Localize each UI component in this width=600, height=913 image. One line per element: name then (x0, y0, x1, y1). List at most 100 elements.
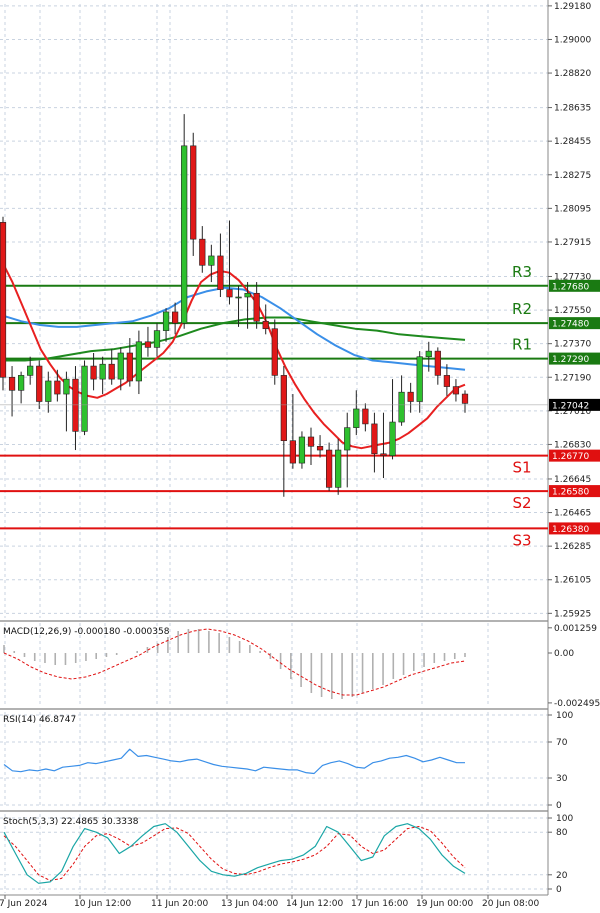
time-tick-label: 17 Jun 16:00 (351, 899, 408, 909)
level-price-tag (549, 485, 600, 498)
candle-up (353, 408, 360, 428)
level-price-label: 1.27480 (552, 320, 589, 330)
level-price-label: 1.27680 (552, 282, 589, 292)
candle-down (307, 436, 315, 447)
ma-green-line (3, 316, 466, 362)
level-price-label: 1.26770 (552, 452, 589, 462)
level-name-r3: R3 (512, 263, 532, 281)
macd-signal-line (3, 628, 466, 696)
candle-up (208, 255, 215, 266)
level-price-tag (549, 449, 600, 462)
price-axis: 1.29180 1.29000 1.28820 1.28635 1.28455 1.282… (548, 2, 591, 619)
candle-down (126, 352, 133, 382)
time-tick-label: 20 Jun 08:00 (482, 899, 539, 909)
candle-down (316, 446, 324, 451)
candle-down (144, 341, 152, 348)
price-tick-label: 1.27190 (554, 373, 591, 383)
candle-down (54, 380, 61, 395)
level-name-s2: S2 (512, 494, 531, 512)
candle-down (190, 145, 197, 240)
candle-down (36, 365, 43, 402)
candle-up (99, 363, 106, 380)
candle-down (434, 350, 441, 376)
price-tick-label: 1.27730 (554, 272, 591, 282)
rsi-tick-label: 30 (556, 774, 568, 784)
level-price-label: 1.26380 (552, 525, 589, 535)
macd-label: MACD(12,26,9) -0.000180 -0.000358 (3, 627, 170, 637)
candle-down (72, 378, 79, 432)
candle-up (425, 350, 432, 358)
stoch-tick-label: 80 (556, 828, 568, 838)
rsi-label: RSI(14) 46.8747 (3, 715, 76, 725)
candle-up (27, 365, 34, 376)
level-price-tag (549, 317, 600, 330)
candle-up (81, 365, 88, 432)
time-tick-label: 13 Jun 04:00 (221, 899, 278, 909)
price-tick-label: 1.27915 (554, 238, 591, 248)
time-tick-label: 11 Jun 20:00 (151, 899, 208, 909)
stoch-k-line (3, 823, 466, 884)
stoch-d-line (3, 826, 466, 881)
price-tick-label: 1.27010 (554, 407, 591, 417)
rsi-tick-label: 100 (556, 711, 573, 721)
stoch-tick-label: 20 (556, 871, 568, 881)
candle-up (389, 421, 396, 456)
candle-down (443, 375, 450, 387)
price-tick-label: 1.29180 (554, 2, 591, 12)
candle-down (362, 408, 369, 425)
level-name-r2: R2 (512, 300, 532, 318)
candle-up (235, 296, 242, 299)
candle-up (153, 330, 161, 348)
level-price-label: 1.27290 (552, 355, 589, 365)
macd-tick-label: 0.00 (554, 649, 574, 659)
macd-tick-label: -0.002495 (554, 699, 600, 709)
candle-down (199, 238, 206, 266)
macd-tick-label: 0.001259 (554, 624, 597, 634)
candle-down (289, 440, 296, 464)
candles (0, 114, 469, 497)
time-tick-label: 14 Jun 12:00 (286, 899, 343, 909)
candle-up (181, 145, 188, 324)
price-tick-label: 1.26105 (554, 576, 591, 586)
price-tick-label: 1.28275 (554, 171, 591, 181)
current-price-label: 1.27042 (552, 401, 589, 411)
stoch-tick-label: 100 (556, 814, 573, 824)
candle-down (380, 453, 387, 456)
level-name-s1: S1 (512, 459, 531, 477)
time-tick-label: 19 Jun 00:00 (416, 899, 473, 909)
main-grid (0, 4, 548, 618)
ma-blue-line (2, 286, 466, 371)
rsi-line (3, 748, 465, 775)
moving-averages (2, 262, 466, 450)
candle-up (162, 311, 170, 331)
candle-down (371, 423, 378, 455)
candle-down (8, 376, 16, 391)
candle-down (217, 255, 224, 290)
macd-grid (4, 623, 489, 707)
candle-down (407, 391, 414, 402)
price-tick-label: 1.26645 (554, 475, 591, 485)
price-tick-label: 1.26830 (554, 440, 591, 450)
level-price-tag (549, 352, 600, 365)
candle-up (45, 380, 52, 402)
candle-up (344, 427, 351, 451)
candle-down (326, 449, 333, 488)
candle-down (0, 222, 7, 378)
candle-down (90, 365, 97, 380)
price-tick-label: 1.28455 (554, 137, 591, 147)
price-tick-label: 1.28635 (554, 104, 591, 114)
candle-down (108, 363, 115, 380)
price-tick-label: 1.27550 (554, 306, 591, 316)
candle-down (280, 375, 287, 442)
price-tick-label: 1.25925 (554, 609, 591, 619)
rsi-tick-label: 0 (556, 801, 562, 811)
candle-down (172, 311, 179, 324)
rsi-panel: 100 70 30 0 (3, 711, 573, 811)
ma-red-line (2, 262, 466, 450)
time-tick-label: 10 Jun 12:00 (74, 899, 131, 909)
candle-up (244, 292, 251, 298)
candle-down (262, 320, 269, 330)
level-price-tag (549, 522, 600, 535)
current-price-marker: 1.27042 (0, 398, 600, 411)
time-axis: 7 Jun 2024 10 Jun 12:00 11 Jun 20:00 13 Jun… (0, 895, 539, 909)
